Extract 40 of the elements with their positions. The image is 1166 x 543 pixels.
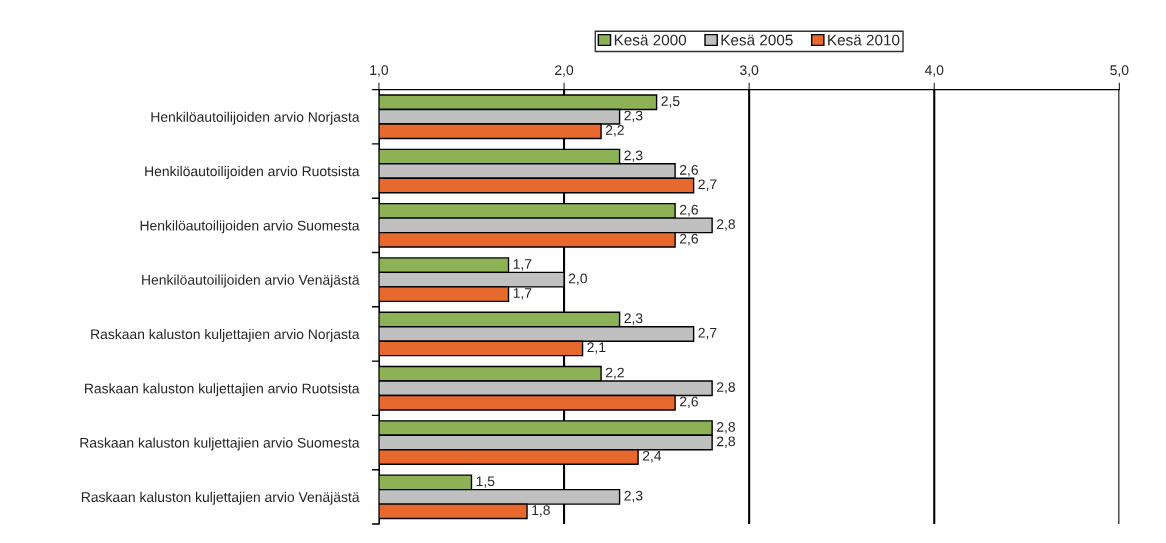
y-tick-label: Raskaan kaluston kuljettajien arvio Norjasta [91, 328, 360, 342]
data-label: 2,3 [624, 313, 643, 325]
data-label: 2,2 [605, 367, 624, 380]
data-label: 1,8 [532, 505, 550, 517]
data-label: 2,7 [698, 327, 717, 340]
legend-label: Kesä 2000 [614, 34, 687, 46]
data-label: 2,4 [642, 450, 662, 463]
data-label: 2,8 [717, 436, 735, 448]
data-label: 2,6 [679, 204, 698, 217]
data-label: 2,8 [717, 382, 735, 394]
data-label: 2,3 [624, 150, 643, 162]
legend-label: Kesä 2005 [721, 34, 793, 46]
y-tick-label: Raskaan kaluston kuljettajien arvio Suomesta [80, 437, 360, 451]
data-label: 2,5 [661, 96, 680, 108]
x-tick-label: 1,0 [370, 65, 389, 77]
x-tick-label: 5,0 [1110, 65, 1129, 77]
y-tick-label: Henkilöautoilijoiden arvio Venäjästä [142, 274, 360, 288]
data-label: 1,7 [513, 259, 532, 271]
y-tick-label: Henkilöautoilijoiden arvio Ruotsista [145, 166, 360, 179]
data-label: 1,7 [513, 288, 532, 300]
data-label: 2,7 [698, 179, 717, 191]
data-label: 2,2 [605, 125, 624, 137]
y-tick-label: Raskaan kaluston kuljettajien arvio Venäjästä [81, 491, 360, 505]
data-label: 2,1 [587, 342, 606, 354]
data-label: 2,3 [624, 490, 643, 503]
data-label: 2,8 [717, 219, 735, 231]
data-label: 2,6 [679, 233, 698, 246]
y-tick-label: Raskaan kaluston kuljettajien arvio Ruotsista [85, 383, 360, 397]
x-tick-label: 2,0 [555, 65, 574, 77]
data-label: 2,8 [717, 421, 735, 434]
data-label: 2,0 [568, 273, 587, 286]
data-label: 2,6 [679, 396, 698, 409]
y-tick-label: Henkilöautoilijoiden arvio Norjasta [151, 111, 360, 125]
legend-label: Kesä 2010 [828, 34, 900, 46]
data-label: 2,6 [679, 164, 698, 177]
data-label: 2,3 [624, 110, 643, 123]
x-tick-label: 4,0 [924, 65, 944, 77]
data-label: 1,5 [476, 476, 495, 488]
y-tick-label: Henkilöautoilijoiden arvio Suomesta [140, 220, 360, 234]
x-tick-label: 3,0 [740, 65, 759, 77]
